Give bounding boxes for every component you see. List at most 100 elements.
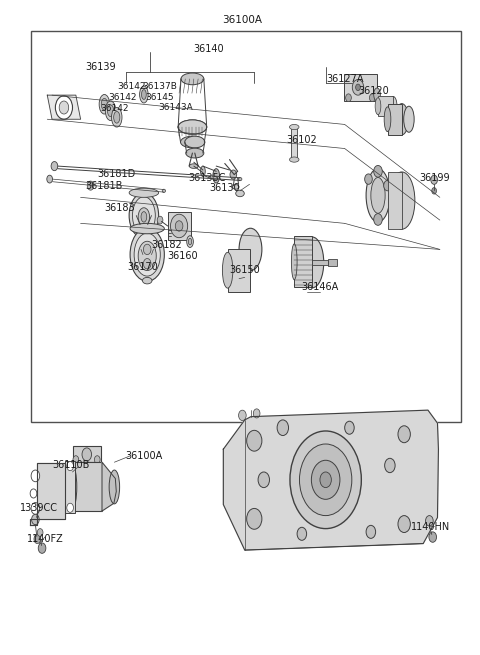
Ellipse shape [384, 107, 391, 132]
Bar [294, 236, 312, 287]
Ellipse shape [114, 111, 120, 123]
Circle shape [374, 214, 382, 225]
Ellipse shape [178, 120, 207, 134]
Circle shape [82, 448, 92, 461]
Text: 36142: 36142 [117, 82, 146, 91]
Text: 36145: 36145 [146, 92, 174, 102]
Ellipse shape [239, 228, 262, 271]
Circle shape [374, 166, 382, 177]
Ellipse shape [141, 212, 147, 222]
Circle shape [432, 187, 436, 194]
Polygon shape [30, 463, 65, 525]
Text: 36160: 36160 [168, 251, 198, 261]
Bar [291, 127, 297, 160]
Text: 36139: 36139 [85, 62, 116, 72]
Ellipse shape [213, 169, 219, 183]
Circle shape [51, 162, 58, 171]
Text: 36146A: 36146A [301, 282, 338, 292]
Circle shape [239, 410, 246, 421]
Bar [31, 31, 461, 422]
Ellipse shape [188, 238, 192, 245]
Circle shape [247, 508, 262, 529]
Circle shape [345, 421, 354, 434]
Circle shape [87, 181, 94, 190]
Text: 36170: 36170 [127, 262, 158, 272]
Text: 36181B: 36181B [85, 181, 123, 191]
Bar [388, 172, 402, 229]
Ellipse shape [180, 136, 204, 148]
Text: 36140: 36140 [194, 44, 224, 54]
Ellipse shape [187, 236, 193, 248]
Bar [327, 259, 337, 267]
Circle shape [47, 175, 52, 183]
Ellipse shape [68, 466, 77, 508]
Circle shape [258, 472, 269, 487]
Ellipse shape [201, 166, 205, 176]
Ellipse shape [222, 252, 233, 288]
Circle shape [431, 175, 437, 184]
Bar [378, 96, 393, 116]
Text: 36199: 36199 [419, 173, 449, 183]
Circle shape [30, 489, 37, 498]
Ellipse shape [99, 94, 109, 114]
Ellipse shape [101, 98, 108, 110]
Ellipse shape [374, 88, 380, 101]
Circle shape [170, 214, 188, 238]
Ellipse shape [108, 105, 114, 117]
Circle shape [300, 444, 352, 515]
Polygon shape [48, 95, 81, 119]
Ellipse shape [129, 193, 158, 238]
Circle shape [352, 79, 364, 95]
Circle shape [366, 525, 376, 538]
Circle shape [398, 426, 410, 443]
Circle shape [38, 543, 46, 553]
Ellipse shape [130, 228, 164, 281]
Circle shape [429, 532, 436, 542]
Circle shape [31, 502, 40, 514]
Circle shape [290, 431, 361, 529]
Ellipse shape [142, 90, 146, 100]
Ellipse shape [289, 124, 299, 130]
Ellipse shape [189, 164, 198, 168]
Circle shape [253, 409, 260, 418]
Text: 36181D: 36181D [97, 169, 135, 179]
Ellipse shape [143, 277, 152, 284]
Circle shape [73, 456, 79, 464]
Ellipse shape [138, 208, 150, 226]
Circle shape [67, 503, 73, 512]
Ellipse shape [404, 106, 414, 132]
Circle shape [426, 515, 433, 526]
Ellipse shape [134, 233, 160, 276]
Ellipse shape [301, 237, 324, 288]
Text: 36135C: 36135C [188, 173, 226, 183]
Circle shape [144, 259, 151, 269]
Ellipse shape [162, 189, 166, 193]
Circle shape [277, 420, 288, 436]
Ellipse shape [238, 178, 242, 181]
Bar [72, 462, 102, 511]
Ellipse shape [138, 241, 156, 271]
Ellipse shape [236, 190, 244, 196]
Ellipse shape [186, 148, 204, 158]
Bar [312, 260, 327, 265]
Bar [72, 446, 101, 462]
Bar [168, 212, 191, 240]
Bar [387, 103, 402, 135]
Circle shape [175, 221, 183, 231]
Circle shape [31, 470, 40, 481]
Ellipse shape [375, 98, 381, 115]
Circle shape [34, 534, 41, 544]
Bar [65, 461, 75, 513]
Text: 36127A: 36127A [326, 74, 363, 84]
Circle shape [32, 514, 39, 525]
Circle shape [346, 94, 351, 102]
Text: 36100A: 36100A [222, 15, 263, 26]
Text: 36183: 36183 [105, 204, 135, 214]
Circle shape [365, 174, 372, 184]
Ellipse shape [366, 169, 390, 222]
Circle shape [247, 430, 262, 451]
Ellipse shape [178, 120, 207, 134]
Ellipse shape [371, 178, 385, 214]
Circle shape [55, 96, 72, 119]
Ellipse shape [185, 136, 205, 148]
